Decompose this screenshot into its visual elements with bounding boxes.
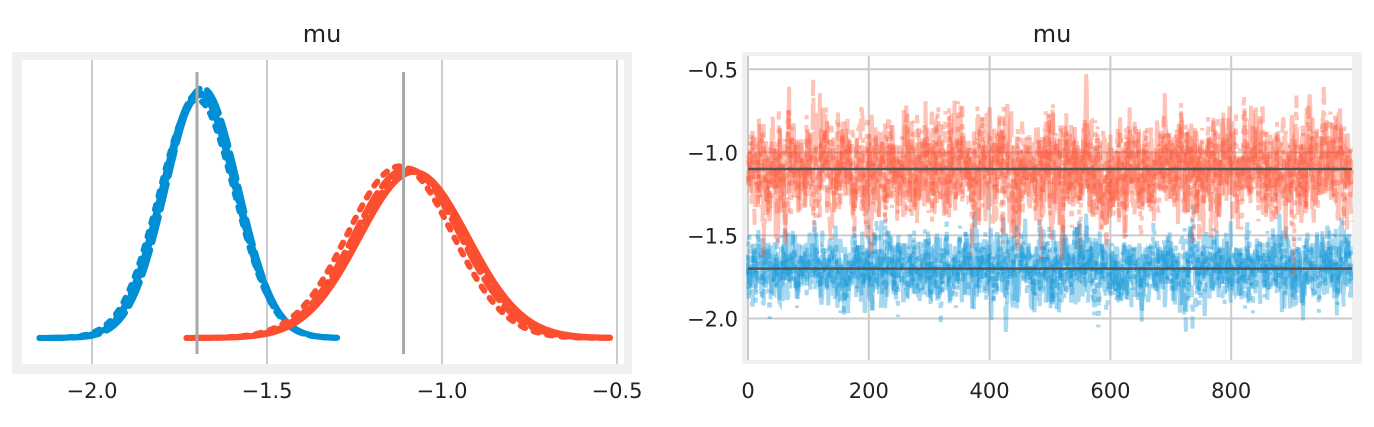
right-trace-chain-1-0	[746, 211, 1354, 321]
left-x-tick-labels: −2.0 −1.5 −1.0 −0.5	[67, 379, 643, 403]
right-trace-chain-1-3	[746, 219, 1354, 329]
right-trace-chain-0-1	[746, 79, 1354, 254]
left-plot-area	[22, 60, 624, 364]
left-x-tick-label: −1.0	[417, 379, 468, 403]
left-density-curves	[36, 85, 613, 341]
right-y-tick-label: −1.5	[687, 224, 738, 248]
right-trace-chain-0-3	[746, 86, 1354, 260]
right-x-tick-label: 400	[970, 379, 1010, 403]
left-mean-lines	[195, 72, 405, 354]
right-trace-series	[746, 74, 1354, 335]
right-mean-lines	[748, 167, 1352, 270]
left-x-tick-label: −0.5	[592, 379, 643, 403]
left-x-tick-label: −1.5	[242, 379, 293, 403]
right-y-tick-label: −1.0	[687, 141, 738, 165]
right-x-tick-label: 0	[741, 379, 754, 403]
trace-panel: mu 0 200 400 600 800 −0.5 −1.0 −1.5 −2.0	[687, 20, 1362, 403]
right-y-tick-labels: −0.5 −1.0 −1.5 −2.0	[687, 58, 738, 331]
posterior-density-panel: mu −2.0 −1.5 −1.0 −0.5	[12, 20, 643, 403]
right-x-tick-label: 800	[1211, 379, 1251, 403]
right-trace-chain-1-2	[746, 202, 1354, 328]
right-y-tick-label: −2.0	[687, 307, 738, 331]
right-x-tick-label: 200	[849, 379, 889, 403]
right-trace-chain-0-2	[746, 94, 1354, 277]
right-y-tick-label: −0.5	[687, 58, 738, 82]
left-density-series-7	[183, 167, 613, 341]
right-gridlines	[747, 56, 1352, 360]
right-plot-area	[748, 56, 1352, 360]
right-panel-title: mu	[1033, 20, 1072, 48]
left-panel-title: mu	[303, 20, 342, 48]
right-trace-chain-1-1	[746, 219, 1354, 335]
right-x-tick-label: 600	[1090, 379, 1130, 403]
left-x-tick-label: −2.0	[67, 379, 118, 403]
right-trace-chain-0-0	[746, 74, 1354, 261]
right-x-tick-labels: 0 200 400 600 800	[741, 379, 1251, 403]
